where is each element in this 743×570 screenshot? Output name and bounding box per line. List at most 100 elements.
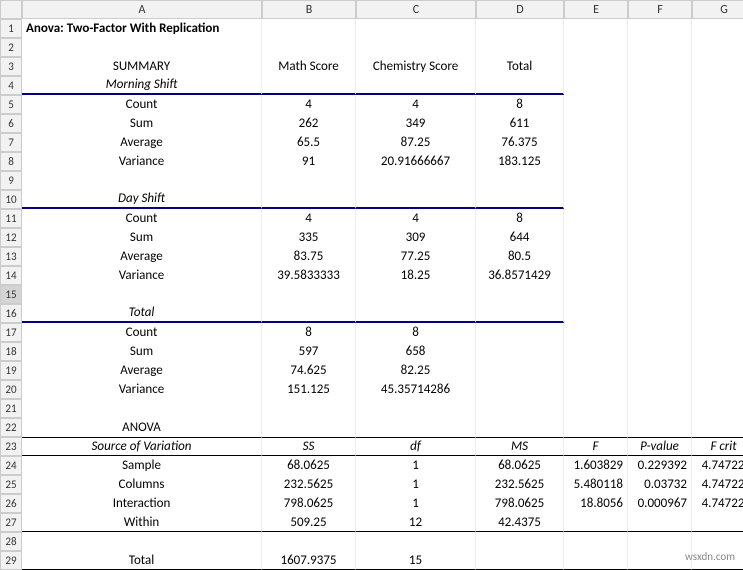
cell[interactable] (564, 513, 628, 532)
cell[interactable] (692, 114, 743, 133)
cell[interactable] (692, 228, 743, 247)
count-label[interactable]: Count (22, 323, 262, 342)
cell[interactable] (356, 76, 476, 95)
sov-label[interactable]: Source of Variation (22, 437, 262, 456)
cell[interactable] (356, 190, 476, 209)
cell[interactable] (476, 38, 564, 57)
cell[interactable] (476, 418, 564, 437)
cell[interactable]: 4 (356, 95, 476, 114)
sum-label[interactable]: Sum (22, 114, 262, 133)
f-header[interactable]: F (564, 437, 628, 456)
cell[interactable] (476, 323, 564, 342)
row-header[interactable]: 2 (0, 38, 22, 57)
cell[interactable]: 232.5625 (476, 475, 564, 494)
cell[interactable] (628, 342, 692, 361)
cell[interactable] (262, 76, 356, 95)
row-header[interactable]: 24 (0, 456, 22, 475)
cell[interactable]: 1607.9375 (262, 551, 356, 570)
cell[interactable]: 1 (356, 494, 476, 513)
cell[interactable] (564, 76, 628, 95)
sum-label[interactable]: Sum (22, 228, 262, 247)
cell[interactable] (564, 399, 628, 418)
title-cell[interactable]: Anova: Two-Factor With Replication (22, 19, 262, 38)
cell[interactable] (356, 418, 476, 437)
row-header[interactable]: 19 (0, 361, 22, 380)
row-header[interactable]: 13 (0, 247, 22, 266)
cell[interactable]: 597 (262, 342, 356, 361)
cell[interactable] (564, 209, 628, 228)
cell[interactable] (628, 266, 692, 285)
cell[interactable] (564, 247, 628, 266)
cell[interactable]: 183.125 (476, 152, 564, 171)
row-header[interactable]: 26 (0, 494, 22, 513)
cell[interactable]: 509.25 (262, 513, 356, 532)
cell[interactable]: 36.8571429 (476, 266, 564, 285)
cell[interactable] (564, 228, 628, 247)
cell[interactable] (476, 399, 564, 418)
var-label[interactable]: Variance (22, 380, 262, 399)
cell[interactable] (262, 19, 356, 38)
cell[interactable] (692, 532, 743, 551)
cell[interactable]: 39.5833333 (262, 266, 356, 285)
cell[interactable]: 4 (262, 209, 356, 228)
cell[interactable] (628, 190, 692, 209)
cell[interactable] (476, 551, 564, 570)
cell[interactable] (628, 76, 692, 95)
count-label[interactable]: Count (22, 209, 262, 228)
cell[interactable]: 82.25 (356, 361, 476, 380)
cell[interactable] (564, 133, 628, 152)
cell[interactable]: 8 (476, 209, 564, 228)
col-header-e[interactable]: E (564, 0, 628, 19)
cell[interactable] (628, 152, 692, 171)
row-header[interactable]: 11 (0, 209, 22, 228)
ms-header[interactable]: MS (476, 437, 564, 456)
cell[interactable] (692, 513, 743, 532)
row-header[interactable]: 17 (0, 323, 22, 342)
cell[interactable] (628, 19, 692, 38)
p-header[interactable]: P-value (628, 437, 692, 456)
row-header[interactable]: 1 (0, 19, 22, 38)
cell[interactable]: 1 (356, 456, 476, 475)
columns-label[interactable]: Columns (22, 475, 262, 494)
cell[interactable]: 4.747225 (692, 475, 743, 494)
cell[interactable]: 644 (476, 228, 564, 247)
day-shift-label[interactable]: Day Shift (22, 190, 262, 209)
cell[interactable]: 18.8056 (564, 494, 628, 513)
cell[interactable] (476, 380, 564, 399)
summary-label[interactable]: SUMMARY (22, 57, 262, 76)
cell[interactable] (564, 38, 628, 57)
row-header[interactable]: 20 (0, 380, 22, 399)
cell[interactable] (692, 323, 743, 342)
cell[interactable] (692, 285, 743, 304)
col-header-a[interactable]: A (22, 0, 262, 19)
row-header[interactable]: 16 (0, 304, 22, 323)
cell[interactable] (476, 19, 564, 38)
row-header[interactable]: 6 (0, 114, 22, 133)
cell[interactable]: 45.35714286 (356, 380, 476, 399)
cell[interactable] (628, 57, 692, 76)
row-header[interactable]: 10 (0, 190, 22, 209)
cell[interactable] (628, 418, 692, 437)
cell[interactable]: 77.25 (356, 247, 476, 266)
row-header[interactable]: 8 (0, 152, 22, 171)
cell[interactable]: 151.125 (262, 380, 356, 399)
cell[interactable]: 4 (356, 209, 476, 228)
row-header[interactable]: 5 (0, 95, 22, 114)
cell[interactable] (692, 399, 743, 418)
cell[interactable] (564, 266, 628, 285)
cell[interactable] (628, 323, 692, 342)
cell[interactable] (628, 361, 692, 380)
cell[interactable] (692, 171, 743, 190)
cell[interactable] (262, 532, 356, 551)
cell[interactable]: 87.25 (356, 133, 476, 152)
cell[interactable]: 74.625 (262, 361, 356, 380)
total-header[interactable]: Total (476, 57, 564, 76)
row-header[interactable]: 29 (0, 551, 22, 570)
cell[interactable] (564, 304, 628, 323)
cell[interactable] (564, 190, 628, 209)
row-header[interactable]: 23 (0, 437, 22, 456)
cell[interactable]: 83.75 (262, 247, 356, 266)
cell[interactable]: 91 (262, 152, 356, 171)
cell[interactable] (628, 133, 692, 152)
cell[interactable] (692, 19, 743, 38)
